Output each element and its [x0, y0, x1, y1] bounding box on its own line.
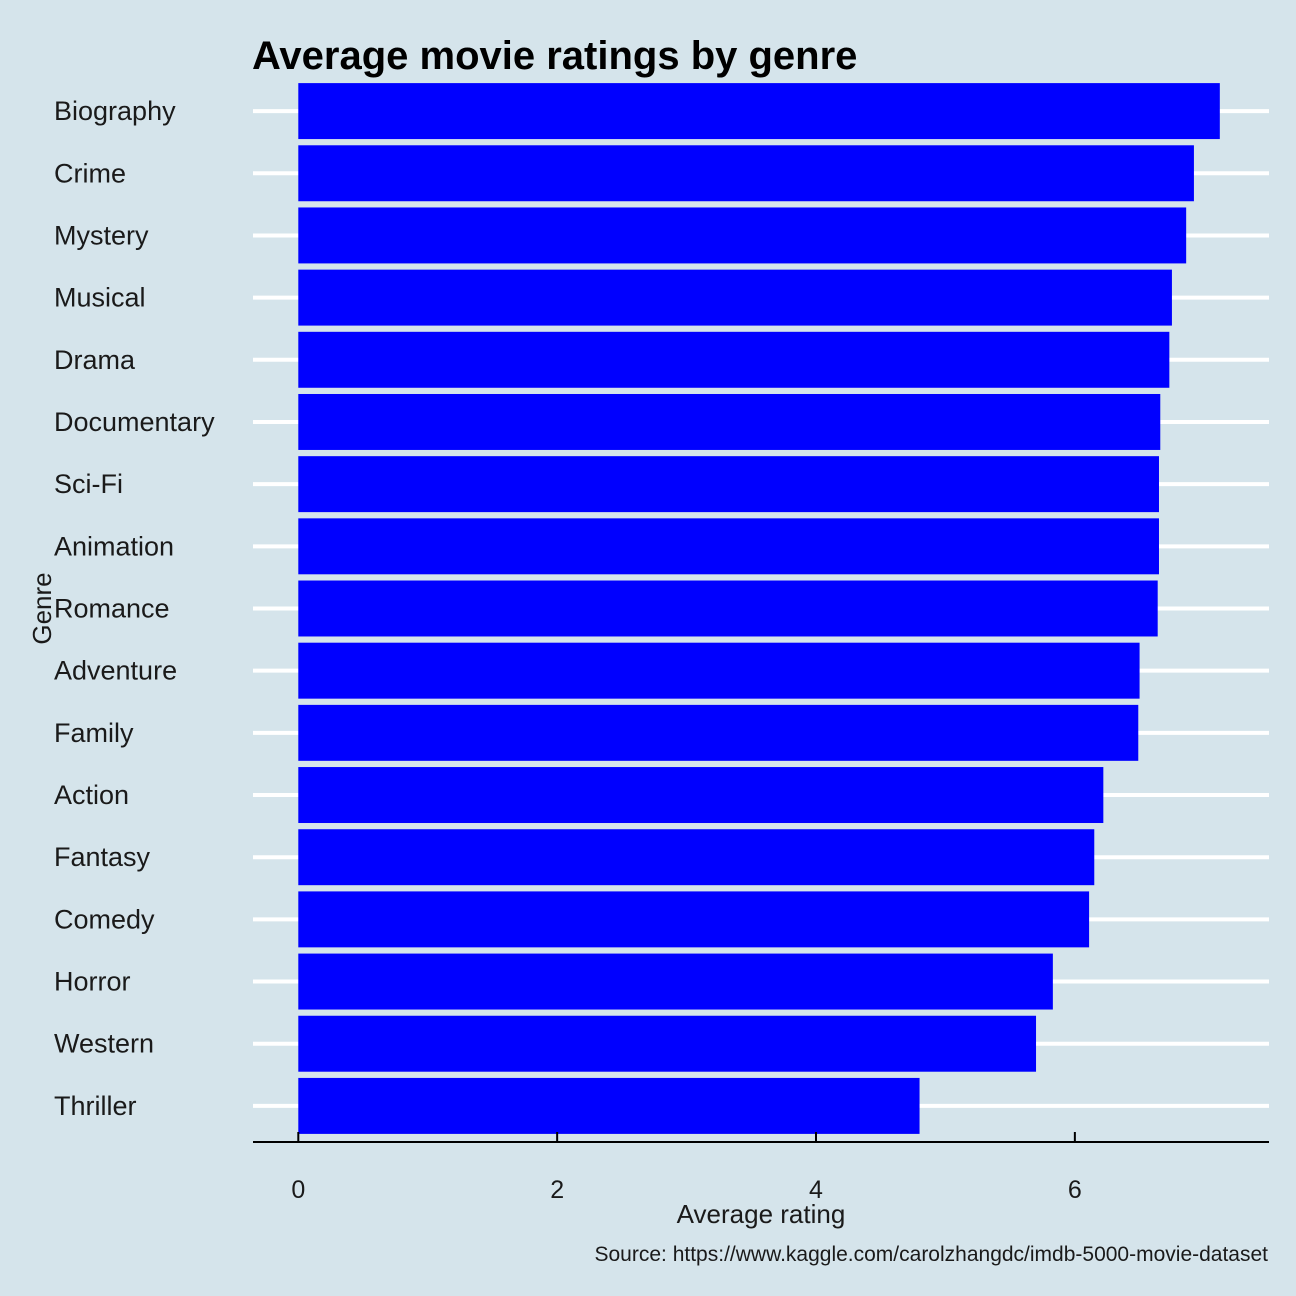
category-label: Animation: [54, 531, 174, 561]
bar-documentary: [298, 393, 1161, 450]
x-axis-ticks: 0 2 4 6: [291, 1132, 1082, 1204]
bar-romance: [298, 580, 1158, 637]
category-label: Musical: [54, 283, 146, 313]
category-label: Documentary: [54, 407, 215, 437]
bar-comedy: [298, 891, 1090, 948]
bar-mystery: [298, 207, 1187, 264]
bar-fantasy: [298, 829, 1095, 886]
x-axis-title: Average rating: [677, 1199, 846, 1229]
category-label: Fantasy: [54, 842, 151, 872]
category-label: Action: [54, 780, 129, 810]
category-label: Family: [54, 718, 134, 748]
bar-family: [298, 704, 1139, 761]
x-tick-label: 6: [1068, 1176, 1082, 1204]
x-tick-label: 2: [550, 1176, 564, 1204]
category-label: Romance: [54, 594, 170, 624]
bar-crime: [298, 145, 1194, 202]
x-tick-label: 4: [809, 1176, 823, 1204]
category-label: Sci-Fi: [54, 469, 123, 499]
bar-biography: [298, 83, 1220, 140]
chart-title: Average movie ratings by genre: [252, 34, 857, 78]
bar-sci-fi: [298, 456, 1159, 513]
bar-western: [298, 1015, 1037, 1072]
source-caption: Source: https://www.kaggle.com/carolzhan…: [595, 1243, 1269, 1266]
bar-musical: [298, 269, 1172, 326]
bar-drama: [298, 331, 1170, 388]
bar-thriller: [298, 1077, 920, 1134]
category-label: Mystery: [54, 220, 149, 250]
y-axis-title: Genre: [27, 572, 57, 644]
bar-horror: [298, 953, 1053, 1010]
category-label: Western: [54, 1029, 154, 1059]
category-labels: Biography Crime Mystery Musical Drama Documen…: [54, 96, 215, 1121]
x-tick-label: 0: [291, 1176, 305, 1204]
bar-adventure: [298, 642, 1140, 699]
category-label: Comedy: [54, 904, 155, 934]
category-label: Adventure: [54, 656, 177, 686]
bars: [298, 83, 1220, 1134]
category-label: Biography: [54, 96, 176, 126]
category-label: Crime: [54, 158, 126, 188]
category-label: Drama: [54, 345, 136, 375]
category-label: Thriller: [54, 1091, 137, 1121]
bar-animation: [298, 518, 1159, 575]
category-label: Horror: [54, 967, 131, 997]
bar-action: [298, 767, 1104, 824]
